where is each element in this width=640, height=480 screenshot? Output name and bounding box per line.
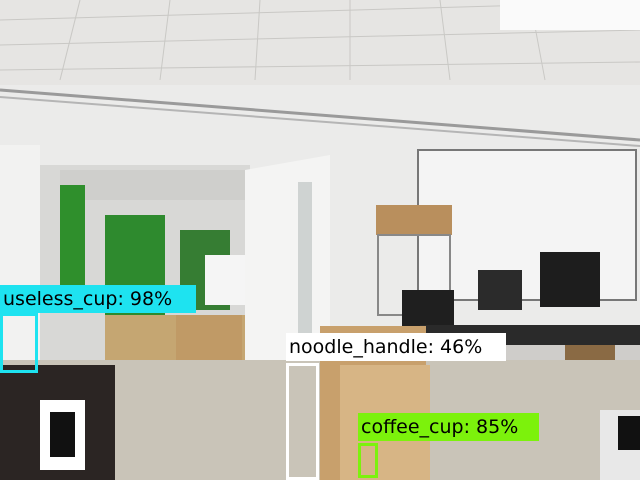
coffee-cup-label: coffee_cup: 85%: [358, 413, 539, 441]
useless-cup-label: useless_cup: 98%: [0, 285, 196, 313]
noodle-handle-label: noodle_handle: 46%: [286, 333, 506, 361]
useless-cup-box: [0, 313, 38, 373]
noodle-handle-box: [286, 363, 319, 480]
coffee-cup-box: [358, 443, 378, 478]
